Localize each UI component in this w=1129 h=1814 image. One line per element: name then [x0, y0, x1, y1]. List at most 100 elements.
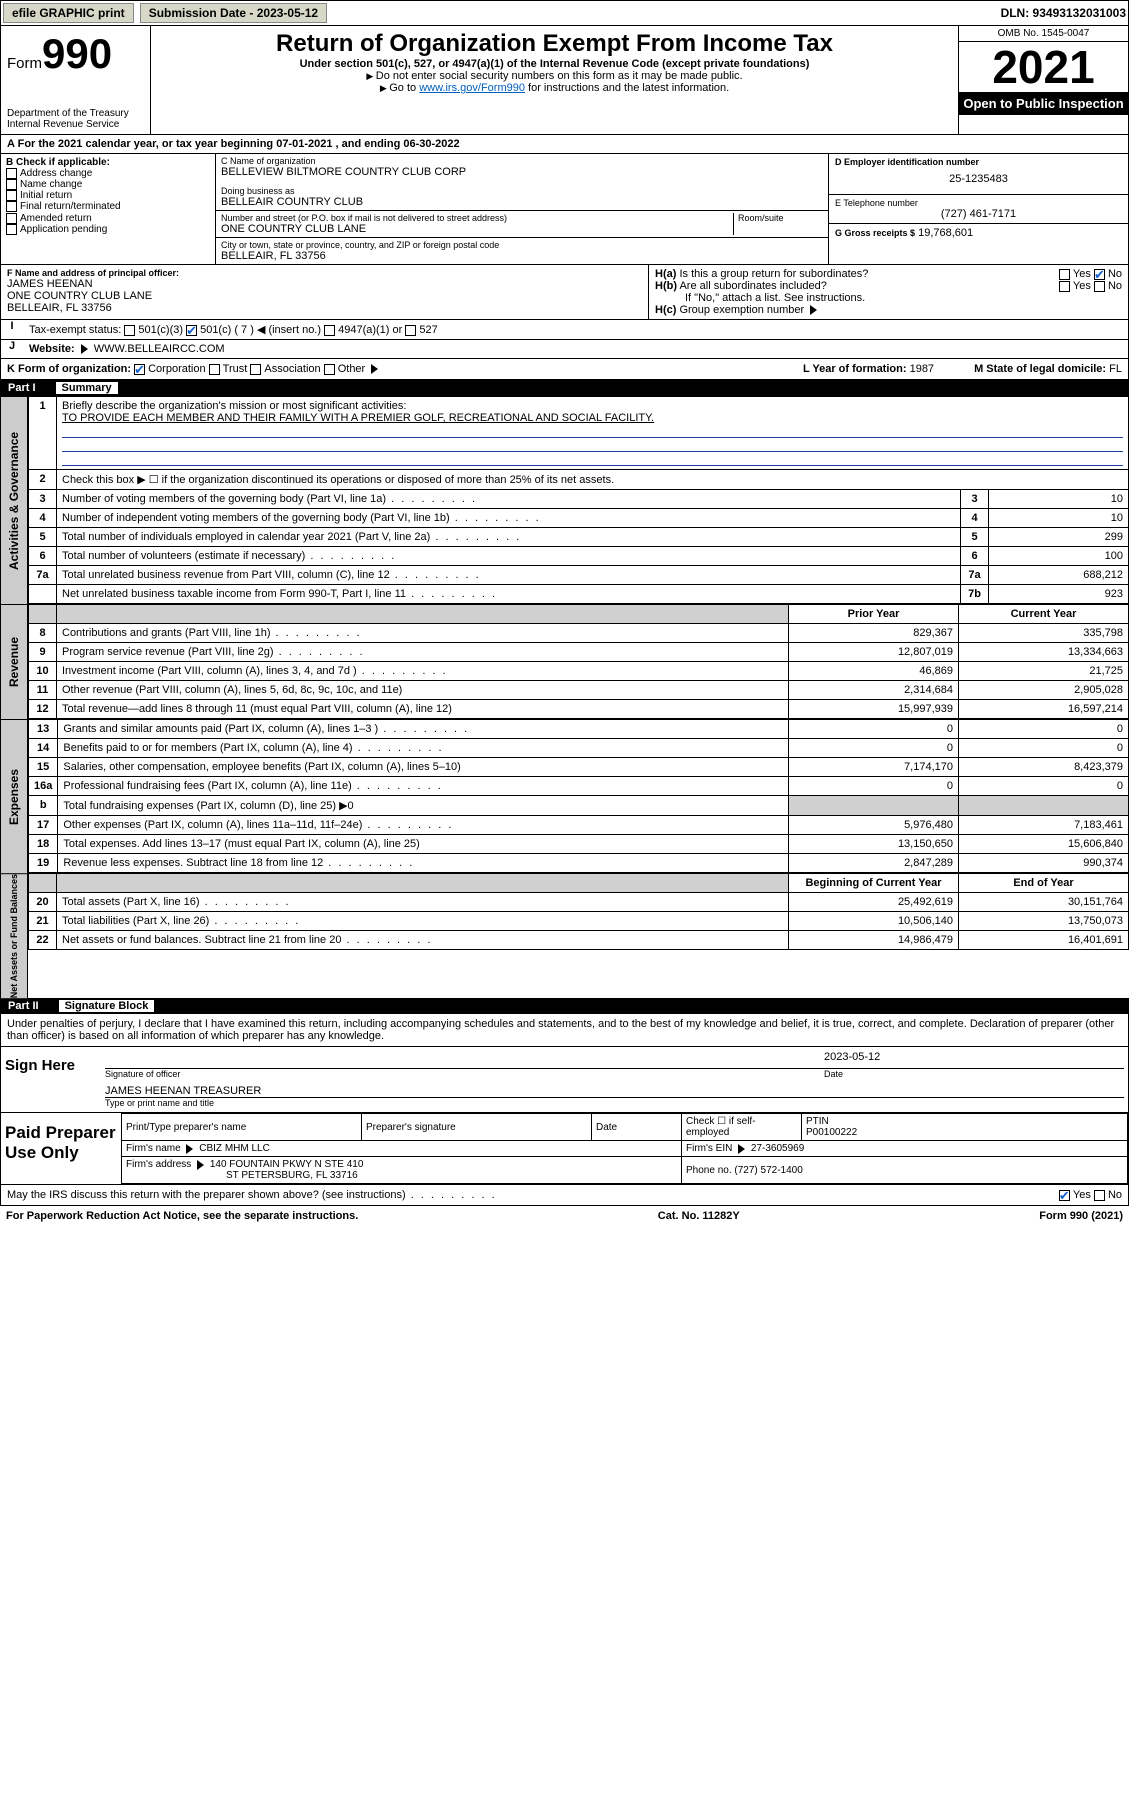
lbl-yes3: Yes [1073, 1189, 1091, 1201]
open-public: Open to Public Inspection [959, 92, 1128, 115]
line14-p: 0 [789, 739, 959, 758]
efile-button[interactable]: efile GRAPHIC print [3, 3, 134, 23]
line6-v: 100 [989, 547, 1129, 566]
mission-q: Briefly describe the organization's miss… [62, 400, 406, 412]
mission-line [62, 424, 1123, 438]
ein: 25-1235483 [835, 167, 1122, 191]
cb-amended[interactable] [6, 213, 17, 224]
telephone: (727) 461-7171 [835, 208, 1122, 220]
firm-phone: (727) 572-1400 [734, 1165, 802, 1176]
arrow-icon [186, 1144, 193, 1154]
line14-t: Benefits paid to or for members (Part IX… [58, 739, 789, 758]
org-name: BELLEVIEW BILTMORE COUNTRY CLUB CORP [221, 166, 823, 178]
tax-year: 2021 [959, 42, 1128, 92]
col-prior: Prior Year [789, 605, 959, 624]
e-label: E Telephone number [835, 198, 1122, 208]
col-eoy: End of Year [959, 874, 1129, 893]
hb-note: If "No," attach a list. See instructions… [655, 292, 1122, 304]
cb-ha-no[interactable] [1094, 269, 1105, 280]
net-assets: Net Assets or Fund Balances Beginning of… [0, 873, 1129, 998]
f-label: F Name and address of principal officer: [7, 268, 642, 278]
cb-discuss-no[interactable] [1094, 1190, 1105, 1201]
m-label: M State of legal domicile: [974, 363, 1106, 375]
subdate-value: 2023-05-12 [257, 6, 318, 20]
line5-t: Total number of individuals employed in … [57, 528, 961, 547]
dba-label: Doing business as [221, 186, 823, 196]
d-label: D Employer identification number [835, 157, 1122, 167]
line16a-c: 0 [959, 777, 1129, 796]
arrow-icon [810, 305, 817, 315]
lbl-no2: No [1108, 280, 1122, 292]
dba-name: BELLEAIR COUNTRY CLUB [221, 196, 823, 208]
line18-t: Total expenses. Add lines 13–17 (must eq… [58, 835, 789, 854]
part2-num: Part II [8, 1000, 39, 1012]
cb-other[interactable] [324, 364, 335, 375]
cb-address-change[interactable] [6, 168, 17, 179]
cb-hb-no[interactable] [1094, 281, 1105, 292]
cb-discuss-yes[interactable] [1059, 1190, 1070, 1201]
lbl-4947: 4947(a)(1) or [338, 324, 402, 336]
irs-link[interactable]: www.irs.gov/Form990 [419, 82, 525, 94]
lbl-other: Other [338, 363, 366, 375]
lbl-527: 527 [419, 324, 437, 336]
gross-receipts: 19,768,601 [918, 227, 973, 239]
cb-hb-yes[interactable] [1059, 281, 1070, 292]
revenue: Revenue Prior YearCurrent Year 8Contribu… [0, 604, 1129, 719]
line21-p: 10,506,140 [789, 912, 959, 931]
header-center: Return of Organization Exempt From Incom… [151, 26, 958, 134]
cb-4947[interactable] [324, 325, 335, 336]
line5-v: 299 [989, 528, 1129, 547]
topbar: efile GRAPHIC print Submission Date - 20… [0, 0, 1129, 26]
section-de: D Employer identification number 25-1235… [828, 154, 1128, 264]
hb-text: Are all subordinates included? [679, 280, 826, 292]
line20-p: 25,492,619 [789, 893, 959, 912]
line2: Check this box ▶ ☐ if the organization d… [57, 470, 1129, 490]
cb-app-pending[interactable] [6, 224, 17, 235]
line10-p: 46,869 [789, 662, 959, 681]
part1-title: Summary [56, 382, 118, 394]
line8-c: 335,798 [959, 624, 1129, 643]
line19-p: 2,847,289 [789, 854, 959, 873]
firm-ein: 27-3605969 [751, 1143, 804, 1154]
cb-corp[interactable] [134, 364, 145, 375]
line12-t: Total revenue—add lines 8 through 11 (mu… [57, 700, 789, 719]
sig-date: 2023-05-12 [824, 1051, 1124, 1069]
form-title: Return of Organization Exempt From Incom… [159, 30, 950, 58]
line16a-p: 0 [789, 777, 959, 796]
line3-v: 10 [989, 490, 1129, 509]
c-name-label: C Name of organization [221, 156, 823, 166]
cb-assoc[interactable] [250, 364, 261, 375]
line17-c: 7,183,461 [959, 816, 1129, 835]
city-label: City or town, state or province, country… [221, 240, 823, 250]
dln: DLN: 93493132031003 [1001, 6, 1126, 20]
submission-date-button[interactable]: Submission Date - 2023-05-12 [140, 3, 327, 23]
taxyear-text: For the 2021 calendar year, or tax year … [18, 138, 460, 150]
paid-preparer-block: Paid Preparer Use Only Print/Type prepar… [0, 1113, 1129, 1185]
cb-501c[interactable] [186, 325, 197, 336]
cb-initial-return[interactable] [6, 190, 17, 201]
cb-name-change[interactable] [6, 179, 17, 190]
line8-t: Contributions and grants (Part VIII, lin… [57, 624, 789, 643]
line15-p: 7,174,170 [789, 758, 959, 777]
omb-number: OMB No. 1545-0047 [959, 26, 1128, 42]
line11-p: 2,314,684 [789, 681, 959, 700]
prep-col-a: Print/Type preparer's name [122, 1114, 362, 1141]
line20-t: Total assets (Part X, line 16) [57, 893, 789, 912]
g-label: G Gross receipts $ [835, 228, 915, 238]
cb-trust[interactable] [209, 364, 220, 375]
cb-final-return[interactable] [6, 201, 17, 212]
cb-ha-yes[interactable] [1059, 269, 1070, 280]
line22-t: Net assets or fund balances. Subtract li… [57, 931, 789, 950]
k-label: K Form of organization: [7, 363, 131, 375]
line15-c: 8,423,379 [959, 758, 1129, 777]
cb-501c3[interactable] [124, 325, 135, 336]
line12-c: 16,597,214 [959, 700, 1129, 719]
line7a-t: Total unrelated business revenue from Pa… [57, 566, 961, 585]
line19-c: 990,374 [959, 854, 1129, 873]
cb-527[interactable] [405, 325, 416, 336]
officer-printed: JAMES HEENAN TREASURER [105, 1085, 1124, 1098]
line11-t: Other revenue (Part VIII, column (A), li… [57, 681, 789, 700]
line12-p: 15,997,939 [789, 700, 959, 719]
header-left: Form990 Department of the Treasury Inter… [1, 26, 151, 134]
city-state-zip: BELLEAIR, FL 33756 [221, 250, 823, 262]
